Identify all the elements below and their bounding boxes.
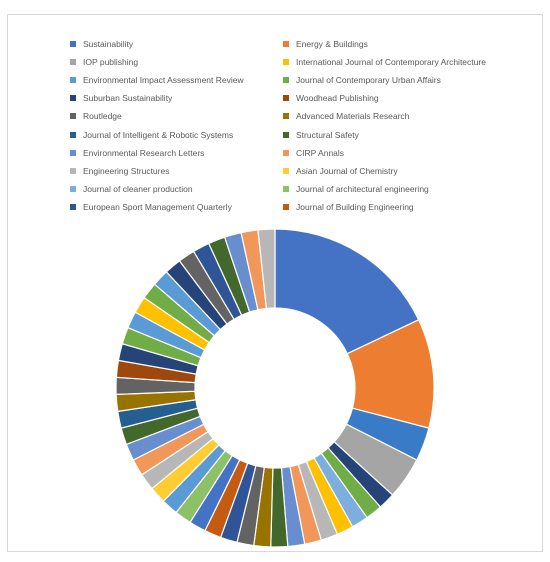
legend-label: Environmental Research Letters: [83, 147, 205, 158]
legend-swatch: [70, 131, 76, 138]
legend-swatch: [70, 77, 76, 84]
legend-swatch: [70, 41, 76, 47]
legend-swatch: [70, 95, 76, 102]
legend-item: European Sport Management Quarterly: [70, 201, 232, 213]
legend-label: Advanced Materials Research: [296, 111, 410, 122]
legend-swatch: [70, 203, 76, 210]
legend-swatch: [283, 113, 289, 120]
donut-slice: [274, 228, 420, 355]
legend-label: Woodhead Publishing: [296, 93, 379, 104]
legend-swatch: [283, 41, 289, 47]
legend-swatch: [70, 113, 76, 120]
legend-item: Journal of cleaner production: [70, 183, 193, 195]
legend-swatch: [283, 149, 289, 156]
legend-item: Advanced Materials Research: [283, 110, 409, 122]
legend-label: CIRP Annals: [296, 147, 345, 158]
legend-label: Asian Journal of Chemistry: [296, 165, 398, 176]
legend-item: Routledge: [70, 110, 122, 122]
legend-item: Journal of Building Engineering: [283, 201, 414, 213]
legend-label: Journal of Intelligent & Robotic Systems: [83, 129, 234, 140]
legend-item: Energy & Buildings: [283, 38, 368, 50]
legend-label: Routledge: [83, 111, 122, 122]
legend-label: Journal of cleaner production: [83, 183, 193, 194]
legend-label: Journal of architectural engineering: [296, 183, 429, 194]
legend-swatch: [283, 95, 289, 102]
legend-swatch: [70, 167, 76, 174]
legend-item: IOP publishing: [70, 56, 138, 68]
legend-swatch: [283, 77, 289, 84]
legend-item: Journal of architectural engineering: [283, 183, 429, 195]
legend-swatch: [283, 203, 289, 210]
legend-label: Energy & Buildings: [296, 39, 368, 49]
legend-swatch: [283, 59, 289, 66]
legend-item: Journal of Contemporary Urban Affairs: [283, 74, 441, 86]
legend-label: Suburban Sustainability: [83, 93, 173, 104]
legend-label: Journal of Building Engineering: [296, 201, 414, 212]
legend-item: Engineering Structures: [70, 165, 169, 177]
donut-slice: [257, 228, 276, 310]
legend-item: CIRP Annals: [283, 147, 344, 159]
legend-item: International Journal of Contemporary Ar…: [283, 56, 486, 68]
legend-swatch: [283, 185, 289, 192]
legend-label: Structural Safety: [296, 129, 359, 140]
legend-item: Environmental Research Letters: [70, 147, 204, 159]
legend-label: Engineering Structures: [83, 165, 170, 176]
legend-swatch: [70, 59, 76, 66]
legend-label: European Sport Management Quarterly: [83, 201, 232, 212]
legend-item: Suburban Sustainability: [70, 92, 172, 104]
legend-item: Journal of Intelligent & Robotic Systems: [70, 129, 233, 141]
legend-item: Structural Safety: [283, 129, 359, 141]
legend-swatch: [283, 167, 289, 174]
legend-item: Sustainability: [70, 38, 133, 50]
legend-item: Environmental Impact Assessment Review: [70, 74, 244, 86]
legend-label: Sustainability: [83, 39, 134, 49]
legend-label: Journal of Contemporary Urban Affairs: [296, 75, 441, 86]
legend-label: International Journal of Contemporary Ar…: [296, 57, 486, 68]
legend-swatch: [283, 131, 289, 138]
legend-item: Asian Journal of Chemistry: [283, 165, 398, 177]
legend-label: IOP publishing: [83, 57, 139, 68]
legend-item: Woodhead Publishing: [283, 92, 379, 104]
legend-swatch: [70, 149, 76, 156]
legend-label: Environmental Impact Assessment Review: [83, 75, 244, 86]
legend-swatch: [70, 185, 76, 192]
